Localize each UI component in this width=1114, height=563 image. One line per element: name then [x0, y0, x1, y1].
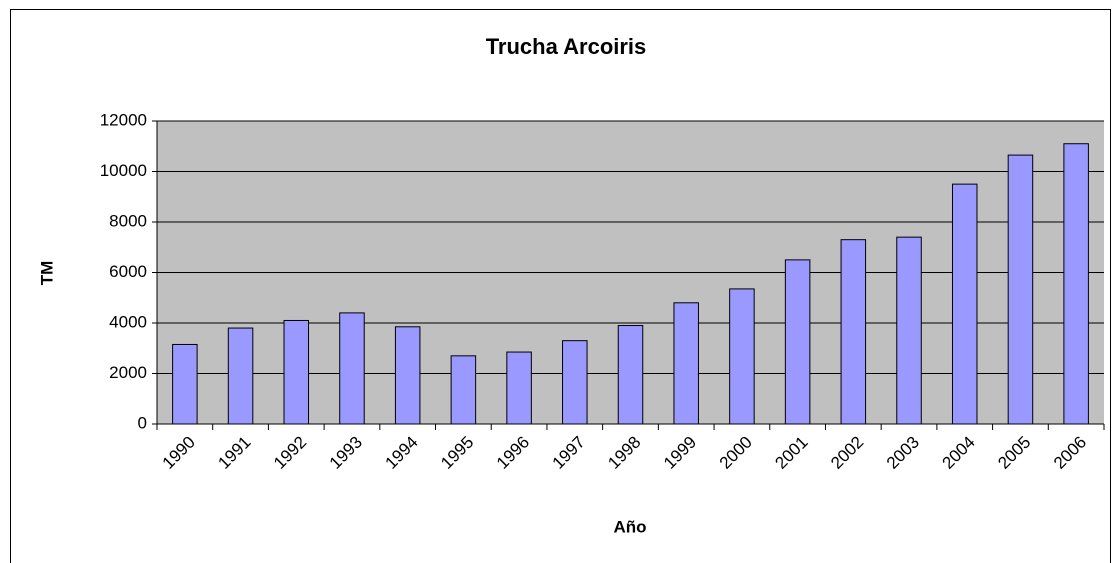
bar — [394, 326, 421, 425]
bar — [896, 236, 922, 425]
y-tick-label: 12000 — [100, 110, 147, 129]
y-tick-label: 0 — [138, 413, 147, 432]
bar — [951, 183, 978, 425]
bar — [1007, 154, 1034, 425]
bar — [172, 343, 198, 425]
y-tick-label: 8000 — [109, 211, 147, 230]
y-tick-label: 4000 — [109, 312, 147, 331]
y-tick-label: 6000 — [109, 262, 147, 281]
bar — [339, 312, 365, 425]
bar — [1063, 143, 1089, 425]
bar — [673, 302, 699, 425]
x-axis-label: Año — [613, 517, 646, 536]
bar — [784, 259, 811, 425]
bar — [283, 319, 310, 425]
bar — [562, 340, 588, 425]
bar — [450, 355, 477, 425]
bar — [840, 239, 867, 425]
bar — [617, 325, 644, 425]
bar — [729, 288, 755, 425]
y-tick-label: 2000 — [109, 363, 147, 382]
y-axis-label: TM — [37, 261, 56, 286]
bar — [506, 351, 532, 425]
y-tick-label: 10000 — [100, 161, 147, 180]
chart-title: Trucha Arcoiris — [486, 34, 647, 59]
bar — [227, 327, 254, 425]
